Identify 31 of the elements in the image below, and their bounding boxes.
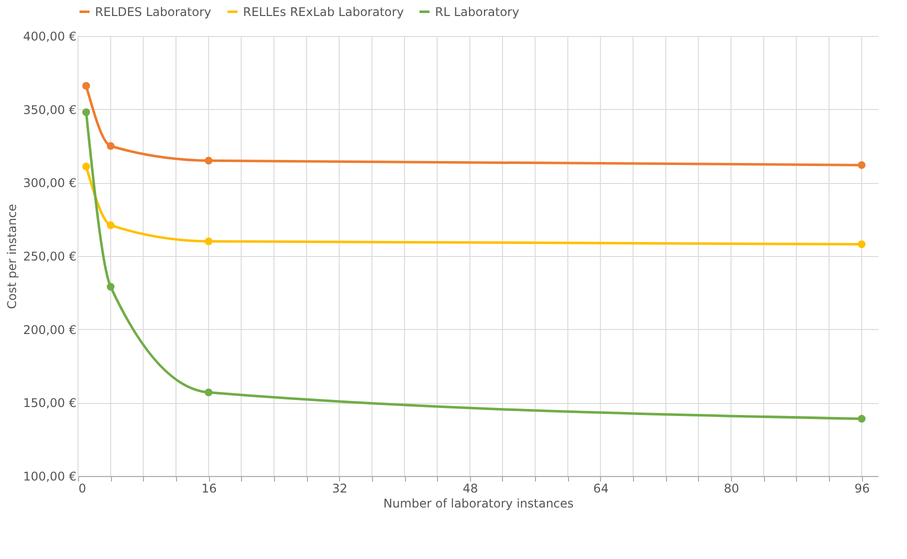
y-tick-label: 150,00 € xyxy=(23,396,76,410)
point xyxy=(204,237,212,246)
x-tick-label: 0 xyxy=(78,482,86,496)
y-tick-label: 100,00 € xyxy=(23,470,76,484)
point xyxy=(204,388,212,396)
y-tick-label: 350,00 € xyxy=(23,102,76,117)
y-tick-label: 400,00 € xyxy=(23,30,76,44)
point xyxy=(106,142,115,150)
x-tick-label: 32 xyxy=(332,482,348,496)
point xyxy=(106,221,115,230)
x-tick-label: 16 xyxy=(201,482,217,496)
point xyxy=(858,414,866,423)
x-tick-label: 64 xyxy=(593,482,609,496)
legend-label: RELLEs RExLab Laboratory xyxy=(243,4,404,19)
point xyxy=(858,240,866,248)
x-tick-label: 48 xyxy=(462,482,478,496)
point xyxy=(106,282,115,291)
y-axis-title: Cost per instance xyxy=(5,204,20,310)
point xyxy=(82,162,90,170)
x-axis-title: Number of laboratory instances xyxy=(383,496,574,510)
point xyxy=(82,82,90,90)
point xyxy=(82,108,90,116)
x-tick-label: 80 xyxy=(724,482,740,496)
point xyxy=(204,156,212,165)
point xyxy=(858,161,866,169)
legend-label: RELDES Laboratory xyxy=(95,4,212,19)
y-tick-label: 300,00 € xyxy=(23,176,76,190)
y-tick-label: 200,00 € xyxy=(23,322,76,337)
legend-label: RL Laboratory xyxy=(435,4,520,19)
y-tick-label: 250,00 € xyxy=(23,250,76,264)
x-tick-label: 96 xyxy=(854,482,870,496)
